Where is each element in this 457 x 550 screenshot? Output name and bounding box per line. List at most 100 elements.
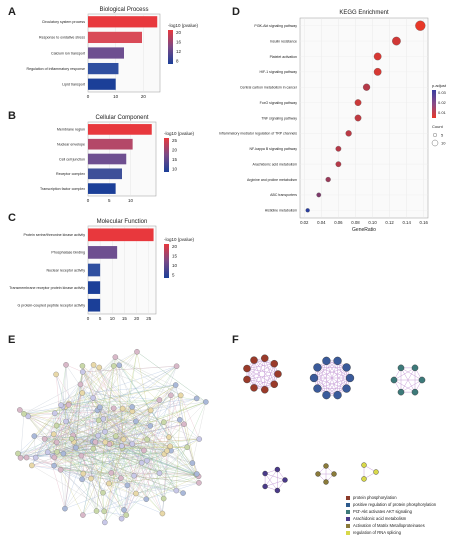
edge-f	[253, 360, 266, 390]
edge-e	[135, 473, 197, 494]
node-e	[147, 423, 154, 429]
node-e	[88, 475, 94, 482]
bar-b	[88, 153, 127, 165]
bar-b	[88, 183, 116, 194]
node-f	[309, 373, 319, 383]
legend-tick-a: 16	[176, 40, 182, 45]
node-f	[390, 376, 398, 384]
node-e	[31, 433, 38, 439]
x-axis-label-d: GeneRatio	[352, 227, 376, 233]
edge-e	[63, 453, 82, 456]
edge-e	[73, 399, 160, 436]
edge-e	[109, 444, 137, 494]
node-f	[333, 390, 342, 400]
node-f	[361, 476, 367, 482]
legend-label-f: protein phosphorylation	[353, 495, 397, 500]
legend-tick-c: 15	[172, 254, 178, 259]
edge-e	[93, 364, 193, 464]
legend-label-f: Arachidonic acid metabolism	[353, 516, 407, 521]
edge-e	[60, 469, 92, 479]
edge-e	[53, 441, 93, 466]
edge-e	[28, 416, 45, 439]
edge-f	[317, 367, 327, 396]
edge-e	[64, 392, 83, 509]
node-e	[196, 480, 202, 486]
node-e	[133, 490, 139, 497]
edge-e	[23, 392, 83, 415]
dot-d	[316, 192, 322, 198]
node-e	[73, 444, 79, 451]
node-e	[143, 496, 150, 502]
edge-e	[121, 366, 177, 447]
node-e	[119, 443, 125, 449]
node-e	[79, 369, 86, 375]
edge-e	[63, 453, 128, 486]
node-e	[100, 416, 107, 422]
x-tick-label-c: 20	[134, 316, 140, 321]
edge-e	[65, 406, 99, 421]
edge-f	[337, 367, 347, 396]
cluster-pi3k-akt	[390, 364, 426, 396]
edge-e	[99, 366, 177, 408]
category-label-d: NF-kappa B signaling pathway	[250, 147, 298, 151]
edge-e	[103, 418, 125, 510]
edge-f	[246, 368, 279, 375]
edge-e	[146, 399, 160, 500]
edge-f	[317, 367, 347, 389]
edge-e	[96, 510, 127, 516]
legend-tick-c: 5	[172, 273, 175, 278]
edge-e	[115, 356, 172, 396]
node-e	[25, 413, 31, 420]
legend-tick-d: 0.02	[438, 100, 447, 105]
node-e	[102, 439, 109, 446]
edge-e	[54, 443, 133, 466]
node-e	[80, 512, 86, 518]
edge-e	[123, 485, 128, 510]
node-e	[77, 381, 84, 388]
node-e	[196, 436, 202, 442]
edge-e	[99, 367, 164, 499]
node-e	[23, 454, 30, 461]
node-e	[93, 508, 100, 514]
node-e	[166, 434, 172, 440]
category-label-d: FoxO signaling pathway	[260, 101, 298, 105]
edge-e	[56, 408, 114, 443]
edge-e	[54, 462, 142, 466]
edge-e	[113, 365, 151, 426]
edge-e	[92, 365, 114, 398]
edge-e	[131, 406, 168, 451]
edge-e	[92, 351, 138, 398]
category-label-d: Inflammatory mediator regulation of TRP …	[219, 132, 297, 136]
legend-swatch-f	[346, 523, 350, 528]
dot-d	[362, 83, 371, 91]
edge-e	[68, 399, 160, 404]
edge-e	[82, 356, 116, 394]
node-e	[177, 417, 183, 423]
edge-f	[264, 363, 275, 390]
edge-f	[246, 363, 275, 380]
node-e	[52, 410, 58, 417]
edge-e	[31, 457, 55, 466]
legend-tick-a: 8	[176, 59, 179, 64]
node-e	[106, 480, 112, 487]
edge-e	[132, 411, 200, 440]
edge-e	[99, 408, 123, 449]
node-f	[243, 375, 251, 384]
edge-e	[115, 356, 181, 396]
edge-e	[98, 435, 171, 447]
legend-tick-b: 10	[172, 167, 178, 172]
node-f	[322, 390, 331, 400]
node-e	[113, 433, 119, 439]
node-e	[79, 476, 85, 483]
bar-c	[88, 263, 101, 277]
edge-e	[122, 448, 199, 477]
chart-title-a: Biological Process	[99, 7, 148, 13]
edge-f	[253, 363, 275, 389]
edge-e	[60, 469, 112, 474]
bar-b	[88, 138, 133, 150]
edge-e	[60, 450, 172, 470]
edge-e	[65, 364, 70, 404]
legend-tick-d: 0.03	[438, 90, 447, 95]
edge-e	[60, 445, 122, 470]
edge-e	[20, 364, 94, 458]
